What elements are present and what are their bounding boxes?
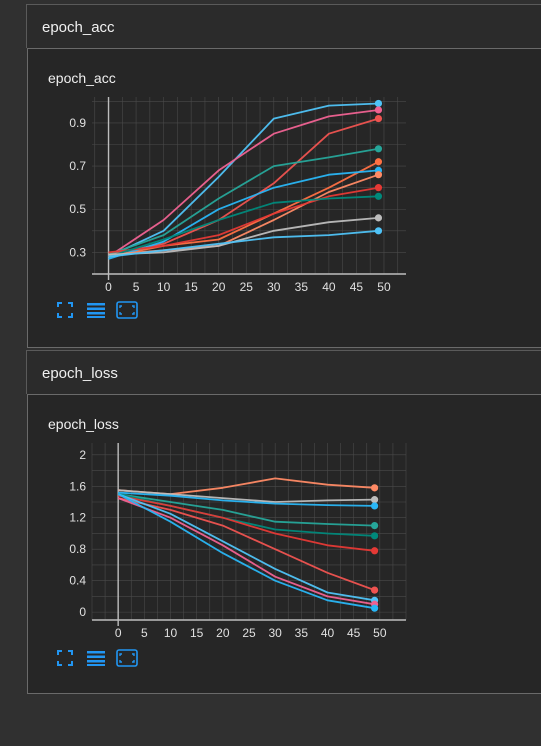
x-tick-label: 10 [164,626,178,640]
y-tick-label: 2 [79,448,86,462]
series-line-2 [118,491,375,507]
series-line-5 [118,494,375,552]
series-end-point-6 [371,586,379,594]
fit-domain-button[interactable] [116,649,138,669]
y-tick-label: 1.6 [69,479,86,493]
series-line-9 [108,217,379,256]
series-line-5 [108,169,379,260]
x-tick-label: 30 [267,280,281,294]
fullscreen-icon [57,302,73,318]
series-end-point-1 [371,496,379,504]
section-title: epoch_acc [42,19,115,36]
x-tick-label: 25 [240,280,254,294]
series-line-2 [108,117,379,256]
chart-card-epoch-acc: epoch_acc 0 5 10 15 20 25 30 35 40 45 50 0.3 0.5 0.7 0… [27,48,541,348]
series-end-point-8 [374,192,383,200]
x-tick-label: 15 [190,626,204,640]
series-end-point-2 [374,114,383,123]
series-line-6 [108,173,379,256]
series-line-1 [118,489,375,503]
x-tick-label: 50 [373,626,387,640]
x-tick-label: 25 [242,626,256,640]
x-tick-label: 20 [216,626,230,640]
card-title: epoch_loss [48,416,119,432]
series-end-point-3 [374,145,383,153]
series-line-10 [108,229,379,258]
data-table-button[interactable] [86,649,108,669]
series-end-point-5 [371,547,379,555]
y-tick-label: 0 [79,605,86,619]
section-title: epoch_loss [42,365,118,382]
series-end-point-0 [374,99,383,108]
series-end-point-9 [371,604,379,612]
x-tick-label: 50 [377,280,391,294]
fit-domain-button[interactable] [116,301,138,321]
y-tick-label: 0.8 [69,542,86,556]
card-title: epoch_acc [48,70,116,86]
data-table-icon [87,651,105,666]
data-table-icon [87,303,105,318]
fullscreen-icon [57,650,73,666]
x-tick-label: 5 [133,280,140,294]
fit-domain-icon [116,649,138,667]
x-tick-label: 10 [157,280,171,294]
x-tick-label: 20 [212,280,226,294]
x-tick-label: 40 [322,280,336,294]
series-line-3 [108,147,379,256]
series-end-point-7 [374,184,383,192]
series-end-point-3 [371,522,379,530]
x-tick-label: 35 [295,626,309,640]
series-end-point-2 [371,502,379,510]
series-line-9 [117,493,375,610]
x-tick-label: 30 [268,626,282,640]
fit-domain-icon [116,301,138,319]
series-line-7 [117,493,375,602]
series-end-point-4 [371,532,379,540]
series-line-8 [117,497,375,606]
x-tick-label: 5 [141,626,148,640]
x-tick-label: 0 [115,626,122,640]
x-tick-label: 15 [184,280,198,294]
epoch-acc-chart[interactable]: 0 5 10 15 20 25 30 35 40 45 50 0.3 0.5 0.7 0.9 [58,93,418,303]
x-tick-label: 0 [105,280,112,294]
x-tick-label: 40 [321,626,335,640]
y-tick-label: 1.2 [69,511,86,525]
series-line-0 [108,102,379,258]
series-end-point-10 [374,227,383,235]
x-tick-label: 35 [295,280,309,294]
y-tick-label: 0.4 [69,574,86,588]
section-header-epoch-acc[interactable]: epoch_acc [26,4,541,48]
series-end-point-6 [374,171,383,179]
y-tick-label: 0.9 [69,116,86,130]
series-line-1 [108,109,379,258]
y-tick-label: 0.3 [69,245,86,259]
series-line-8 [108,195,379,258]
series-line-6 [118,497,375,591]
series-end-point-0 [371,484,379,492]
chart-card-epoch-loss: epoch_loss 0 5 10 15 20 25 30 35 40 45 50 0 0.4 0.8 1.… [27,394,541,694]
x-tick-label: 45 [347,626,361,640]
series-line-7 [108,186,379,254]
series-end-point-9 [374,214,383,222]
y-tick-label: 0.7 [69,159,86,173]
fullscreen-button[interactable] [56,649,78,669]
series-end-point-4 [374,158,383,166]
y-tick-label: 0.5 [69,202,86,216]
section-header-epoch-loss[interactable]: epoch_loss [26,350,541,394]
epoch-loss-chart[interactable]: 0 5 10 15 20 25 30 35 40 45 50 0 0.4 0.8 1.2 1.6 2 [58,439,418,649]
x-tick-label: 45 [350,280,364,294]
series-end-point-1 [374,106,383,114]
data-table-button[interactable] [86,301,108,321]
fullscreen-button[interactable] [56,301,78,321]
series-line-3 [118,493,375,527]
